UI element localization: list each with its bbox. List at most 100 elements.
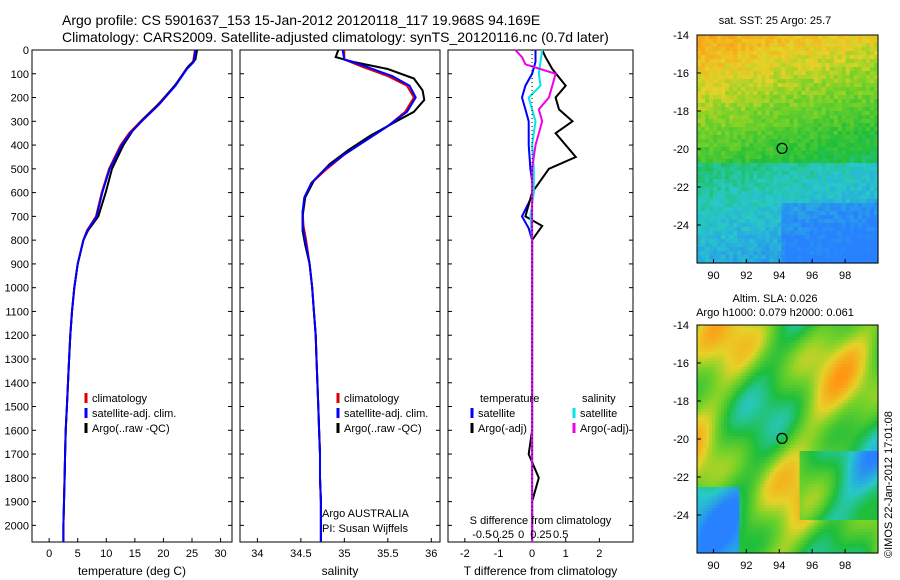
- sst-map-cell: [705, 43, 710, 48]
- sst-map-cell: [761, 115, 766, 120]
- sla-map-cell: [754, 346, 758, 350]
- sst-map-cell: [701, 155, 706, 160]
- sst-map-cell: [773, 247, 779, 252]
- sst-map-cell: [729, 115, 734, 120]
- sst-map-cell: [725, 99, 730, 104]
- sst-map-cell: [761, 255, 766, 260]
- sla-map-cell: [730, 340, 734, 344]
- sla-map-cell: [748, 382, 752, 386]
- sst-map-cell: [757, 43, 762, 48]
- sla-map-cell: [703, 388, 707, 392]
- sla-map-cell: [721, 493, 725, 497]
- sst-map-cell: [833, 223, 839, 228]
- sla-map-subtitle: Argo h1000: 0.079 h2000: 0.061: [696, 307, 854, 319]
- sst-map-cell: [769, 95, 775, 100]
- sst-map-cell: [737, 115, 742, 120]
- sla-map-cell: [721, 460, 725, 464]
- sla-map-cell: [733, 433, 737, 437]
- sla-map-cell: [757, 448, 761, 452]
- sla-map-cell: [709, 397, 713, 401]
- sst-map-cell: [793, 47, 799, 52]
- sst-map-cell: [853, 235, 859, 240]
- sla-map-cell: [748, 535, 752, 539]
- sla-map-cell: [772, 385, 777, 389]
- sst-map-cell: [873, 255, 879, 260]
- sla-map-cell: [757, 370, 761, 374]
- sst-map-cell: [697, 175, 702, 180]
- sst-map-cell: [697, 135, 702, 140]
- sst-map-cell: [773, 91, 779, 96]
- sst-map-cell: [745, 187, 750, 192]
- sst-map-cell: [841, 231, 847, 236]
- sla-map-cell: [745, 454, 749, 458]
- sst-map-cell: [793, 163, 799, 168]
- sla-map-cell: [733, 355, 737, 359]
- sla-map-cell: [772, 469, 777, 473]
- sla-map-cell: [778, 334, 783, 338]
- sst-map-cell: [741, 91, 746, 96]
- sla-map-cell: [772, 523, 777, 527]
- sst-map-cell: [853, 219, 859, 224]
- sst-map-cell: [757, 103, 762, 108]
- sst-map-cell: [805, 67, 811, 72]
- sst-map-cell: [861, 179, 867, 184]
- sst-map-cell: [781, 143, 787, 148]
- sla-map-cell: [718, 469, 722, 473]
- sla-map-cell: [760, 445, 764, 449]
- sst-map-cell: [821, 259, 827, 264]
- sla-map-cell: [769, 415, 774, 419]
- sst-map-cell: [745, 103, 750, 108]
- sst-map-cell: [869, 191, 875, 196]
- sst-map-cell: [757, 167, 762, 172]
- sla-map-cell: [733, 484, 737, 488]
- sla-map-cell: [727, 367, 731, 371]
- sst-map-cell: [809, 35, 815, 40]
- sst-map-cell: [753, 231, 758, 236]
- sst-map-cell: [761, 215, 766, 220]
- sla-map-cell: [772, 394, 777, 398]
- sla-map-cell: [697, 436, 701, 440]
- sla-map-cell: [715, 361, 719, 365]
- sst-map-cell: [753, 243, 758, 248]
- sla-map-cell: [730, 352, 734, 356]
- sla-map-cell: [700, 481, 704, 485]
- sst-map-cell: [765, 119, 770, 124]
- sst-map-cell: [833, 239, 839, 244]
- sst-map-cell: [841, 83, 847, 88]
- sla-map-cell: [721, 421, 725, 425]
- sst-map-cell: [701, 79, 706, 84]
- sst-map-x-tick-label: 96: [806, 270, 818, 282]
- sla-map-cell: [775, 409, 780, 413]
- sla-map-cell: [754, 499, 758, 503]
- sst-map-cell: [725, 79, 730, 84]
- sst-map-cell: [721, 59, 726, 64]
- sla-map-cell: [718, 517, 722, 521]
- sst-map-cell: [705, 35, 710, 40]
- sla-map-cell: [757, 535, 761, 539]
- sla-map-cell: [700, 460, 704, 464]
- sst-map-cell: [817, 167, 823, 172]
- sla-map-cell: [748, 430, 752, 434]
- sla-map-cell: [757, 403, 761, 407]
- sst-map-cell: [709, 147, 714, 152]
- sst-map-cell: [825, 43, 831, 48]
- sla-map-cell: [766, 331, 770, 335]
- sst-map-cell: [701, 243, 706, 248]
- sst-map-cell: [741, 71, 746, 76]
- sla-map-cell: [715, 544, 719, 548]
- sla-map-cell: [736, 340, 740, 344]
- sst-map-cell: [777, 139, 783, 144]
- sst-map-cell: [853, 195, 859, 200]
- sst-map-cell: [781, 55, 787, 60]
- sst-map-cell: [865, 39, 871, 44]
- sla-map-cell: [754, 505, 758, 509]
- sla-map-cell: [739, 436, 743, 440]
- sst-map-cell: [853, 251, 859, 256]
- sst-map-cell: [817, 95, 823, 100]
- sla-map-cell: [718, 352, 722, 356]
- sst-map-cell: [769, 231, 775, 236]
- sla-map-cell: [736, 328, 740, 332]
- sst-map-cell: [797, 259, 803, 264]
- sst-map-cell: [861, 107, 867, 112]
- sst-map-cell: [709, 87, 714, 92]
